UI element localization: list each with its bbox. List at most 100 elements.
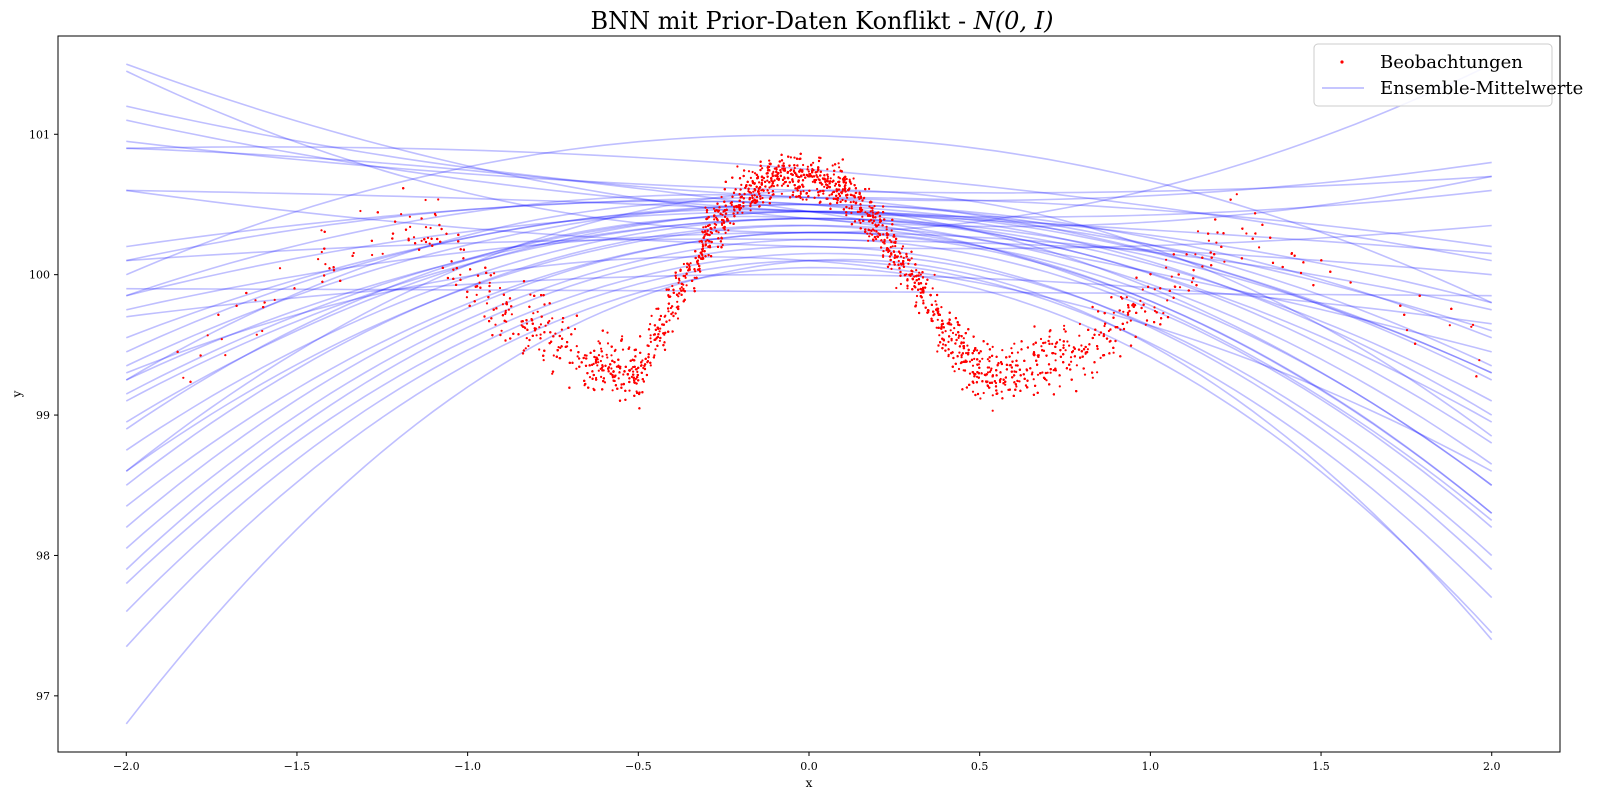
observation-point <box>929 293 932 297</box>
observation-point <box>732 222 735 225</box>
observation-point <box>772 185 776 188</box>
observation-point <box>751 181 755 185</box>
observation-point <box>457 233 460 236</box>
observation-point <box>452 277 455 280</box>
observation-point <box>1048 383 1051 386</box>
observation-point <box>1185 253 1188 256</box>
observation-point <box>637 366 640 369</box>
observation-point <box>408 215 411 218</box>
observation-point <box>1119 295 1123 299</box>
observation-point <box>558 357 561 360</box>
observation-point <box>806 165 810 168</box>
ensemble-curve <box>125 210 1493 395</box>
observation-point <box>1329 270 1332 273</box>
observation-point <box>653 324 657 327</box>
observation-point <box>889 246 892 249</box>
observation-point <box>715 223 718 226</box>
observation-point <box>650 314 653 317</box>
observation-point <box>871 209 874 212</box>
observation-point <box>549 331 552 334</box>
observation-point <box>708 240 711 243</box>
observation-point <box>958 334 961 337</box>
observation-point <box>766 179 769 182</box>
observation-point <box>913 281 916 284</box>
observation-point <box>759 168 762 172</box>
observation-point <box>931 287 934 290</box>
observation-point <box>807 195 810 198</box>
observation-point <box>899 282 903 286</box>
ensemble-curve <box>125 215 1493 522</box>
observation-point <box>819 174 822 177</box>
observation-point <box>892 233 896 237</box>
observation-point <box>591 377 594 380</box>
observation-point <box>596 364 599 367</box>
observation-point <box>1103 324 1106 328</box>
observation-point <box>436 237 439 241</box>
observation-point <box>968 383 971 386</box>
observation-point <box>647 353 650 356</box>
observation-point <box>641 359 644 362</box>
observation-point <box>1168 289 1171 292</box>
observation-point <box>1032 378 1035 381</box>
observation-point <box>933 273 936 276</box>
observation-point <box>551 317 554 320</box>
observation-point <box>915 279 918 282</box>
observation-point <box>755 185 758 188</box>
observation-point <box>614 374 617 377</box>
observation-point <box>747 187 750 190</box>
observation-point <box>841 188 845 191</box>
observation-point <box>933 313 936 316</box>
observation-point <box>772 170 775 173</box>
observation-points <box>176 152 1481 412</box>
observation-point <box>882 255 885 258</box>
observation-point <box>792 169 796 172</box>
observation-point <box>967 328 970 331</box>
observation-point <box>1214 218 1217 221</box>
observation-point <box>989 369 993 372</box>
observation-point <box>776 184 779 187</box>
observation-point <box>1052 393 1055 396</box>
observation-point <box>724 212 728 215</box>
observation-point <box>971 390 975 393</box>
observation-point <box>1004 383 1007 386</box>
observation-point <box>701 243 704 246</box>
ensemble-curve <box>125 217 1493 381</box>
observation-point <box>1091 376 1094 379</box>
observation-point <box>976 371 979 374</box>
observation-point <box>508 297 512 300</box>
observation-point <box>708 233 711 237</box>
observation-point <box>772 180 775 183</box>
observation-point <box>420 239 423 242</box>
observation-point <box>680 289 683 292</box>
observation-point <box>761 179 764 182</box>
observation-point <box>883 242 886 245</box>
observation-point <box>881 224 884 227</box>
observation-point <box>618 371 621 374</box>
observation-point <box>944 344 947 347</box>
observation-point <box>866 232 869 235</box>
observation-point <box>610 345 613 348</box>
observation-point <box>1040 345 1043 348</box>
observation-point <box>866 212 869 215</box>
observation-point <box>645 373 649 377</box>
observation-point <box>788 181 791 184</box>
observation-point <box>610 367 613 370</box>
observation-point <box>939 341 942 344</box>
observation-point <box>905 255 908 258</box>
observation-point <box>1081 355 1084 358</box>
ensemble-curve <box>126 238 1492 276</box>
observation-point <box>1147 285 1150 288</box>
observation-point <box>1121 322 1124 325</box>
observation-point <box>494 323 497 326</box>
observation-point <box>542 359 545 362</box>
observation-point <box>844 184 847 187</box>
observation-point <box>671 305 674 308</box>
observation-point <box>339 279 342 282</box>
observation-point <box>848 180 852 183</box>
ensemble-curve <box>126 105 1492 202</box>
observation-point <box>967 348 970 351</box>
observation-point <box>1153 306 1156 309</box>
observation-point <box>526 328 529 331</box>
observation-point <box>723 200 726 203</box>
